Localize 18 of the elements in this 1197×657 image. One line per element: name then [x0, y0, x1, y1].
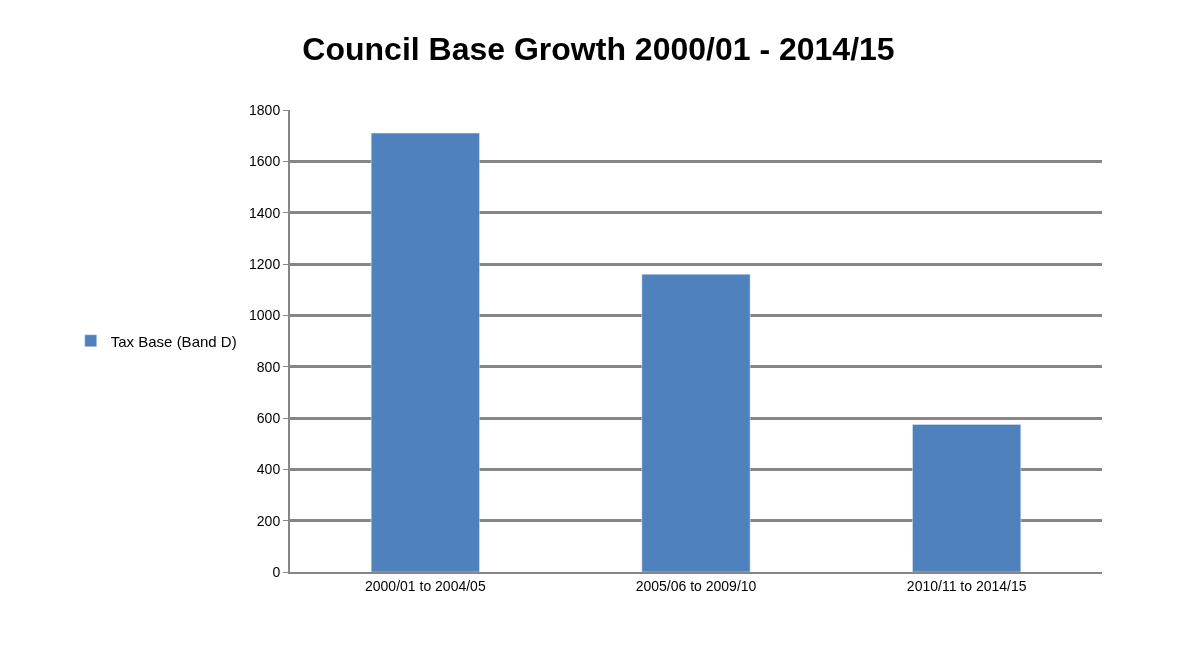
x-tick-label: 2010/11 to 2014/15 [906, 577, 1027, 594]
legend-label: Tax Base (Band D) [110, 332, 237, 350]
y-tick-label: 0 [272, 563, 281, 580]
x-tick-label: 2000/01 to 2004/05 [364, 577, 486, 594]
bar [912, 424, 1022, 572]
y-tick-label: 1000 [249, 307, 281, 324]
y-tick-label: 400 [256, 461, 281, 478]
bar [641, 274, 751, 572]
y-tick-label: 800 [256, 358, 281, 375]
y-tick-label: 1400 [249, 204, 281, 221]
y-tick-label: 1200 [249, 255, 281, 272]
x-tick-label: 2005/06 to 2009/10 [635, 577, 757, 594]
chart-title: Council Base Growth 2000/01 - 2014/15 [302, 31, 895, 68]
y-tick-label: 1800 [249, 101, 281, 118]
bar [370, 132, 480, 572]
y-tick-label: 600 [256, 409, 281, 426]
y-tick-label: 200 [256, 512, 281, 529]
y-tick-label: 1600 [249, 153, 281, 170]
